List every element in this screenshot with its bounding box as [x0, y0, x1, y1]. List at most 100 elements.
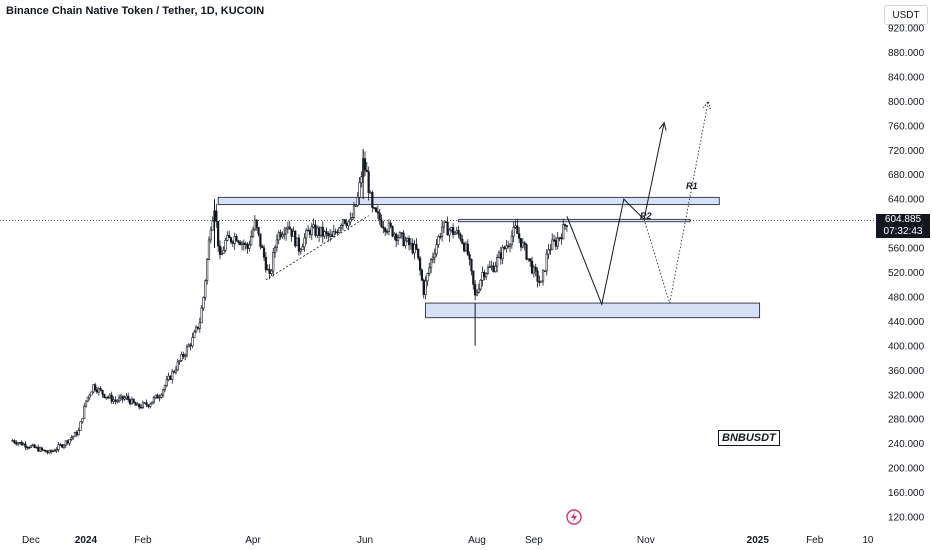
candle-body [486, 267, 490, 274]
candle-body [94, 384, 97, 391]
lightning-logo-icon[interactable] [566, 509, 582, 525]
candle-body [215, 210, 218, 222]
candle-body [308, 230, 312, 235]
candle-body [312, 224, 315, 228]
candle-body [437, 236, 440, 245]
candle [374, 206, 378, 213]
candle-body [180, 354, 183, 361]
candle-body [79, 421, 82, 431]
candle-body [516, 225, 519, 234]
candle-body [497, 252, 501, 258]
candle [88, 393, 91, 401]
candle-body [494, 265, 497, 273]
candle [202, 296, 205, 311]
candle-body [138, 403, 141, 408]
candle [125, 393, 128, 400]
candle-body [395, 233, 398, 241]
candle-body [130, 398, 133, 405]
candle-body [121, 395, 124, 400]
candle-body [358, 182, 361, 198]
candle-body [16, 442, 20, 445]
candle [31, 443, 34, 447]
candle-body [349, 218, 352, 223]
candle [518, 227, 521, 243]
candle [206, 258, 209, 285]
candle [207, 236, 211, 261]
candle-body [112, 399, 115, 402]
candle-body [323, 231, 326, 237]
candle-body [61, 444, 64, 448]
candle [228, 230, 231, 238]
candle [310, 222, 313, 240]
candle [536, 267, 539, 288]
candle [257, 226, 260, 237]
candle-body [253, 219, 256, 231]
candle [167, 372, 170, 382]
candle [50, 449, 53, 454]
trendline [265, 215, 369, 281]
candle [18, 441, 22, 445]
candle [532, 264, 535, 278]
candle [523, 241, 526, 251]
candle-body [490, 265, 493, 268]
symbol-badge: BNBUSDT [718, 430, 780, 446]
candle [195, 325, 198, 334]
candle [450, 226, 453, 233]
candle [294, 229, 297, 248]
candle [352, 201, 356, 220]
candle [191, 332, 194, 349]
candle [490, 260, 493, 271]
candle-body [66, 440, 69, 444]
candle-body [20, 441, 23, 446]
candle-body [165, 379, 168, 386]
candle [79, 421, 82, 431]
candle-body [374, 207, 378, 212]
candle-body [173, 371, 176, 373]
candle-body [306, 229, 310, 232]
candle-body [143, 402, 146, 404]
currency-selector[interactable]: USDT [884, 5, 928, 25]
candle [457, 225, 460, 239]
candle [51, 449, 55, 453]
candle [382, 220, 385, 234]
candle [301, 243, 304, 250]
candle-body [365, 169, 368, 172]
candle [552, 234, 556, 243]
candle-body [33, 444, 36, 448]
candle [380, 214, 383, 228]
candle-body [29, 445, 33, 448]
candle [549, 243, 552, 255]
candle [143, 402, 146, 405]
candle-body [360, 176, 363, 184]
zone-layer [217, 196, 761, 319]
x-tick-label: Jun [357, 535, 373, 546]
y-tick-label: 320.000 [888, 390, 925, 401]
candle-body [262, 247, 266, 258]
candle-body [286, 226, 290, 230]
candle [136, 402, 139, 406]
candle-body [371, 192, 374, 208]
candle-body [218, 245, 222, 255]
candle [543, 270, 546, 272]
x-tick-label: Dec [22, 535, 40, 546]
candle [558, 236, 561, 242]
candle [303, 233, 306, 252]
candle-body [510, 235, 513, 246]
y-tick-label: 360.000 [888, 366, 925, 377]
candle-body [411, 243, 414, 254]
candle [61, 443, 64, 449]
candle [77, 427, 80, 436]
candle [545, 249, 548, 276]
candle [81, 418, 84, 424]
candle [128, 398, 132, 406]
candle-body [352, 205, 356, 218]
candle [446, 216, 449, 236]
candle [39, 446, 42, 452]
candle-body [228, 235, 231, 238]
candle-body [541, 270, 545, 282]
candle-body [81, 418, 84, 423]
candle-body [398, 232, 401, 238]
candle-body [105, 396, 108, 399]
candle-body [279, 232, 282, 238]
